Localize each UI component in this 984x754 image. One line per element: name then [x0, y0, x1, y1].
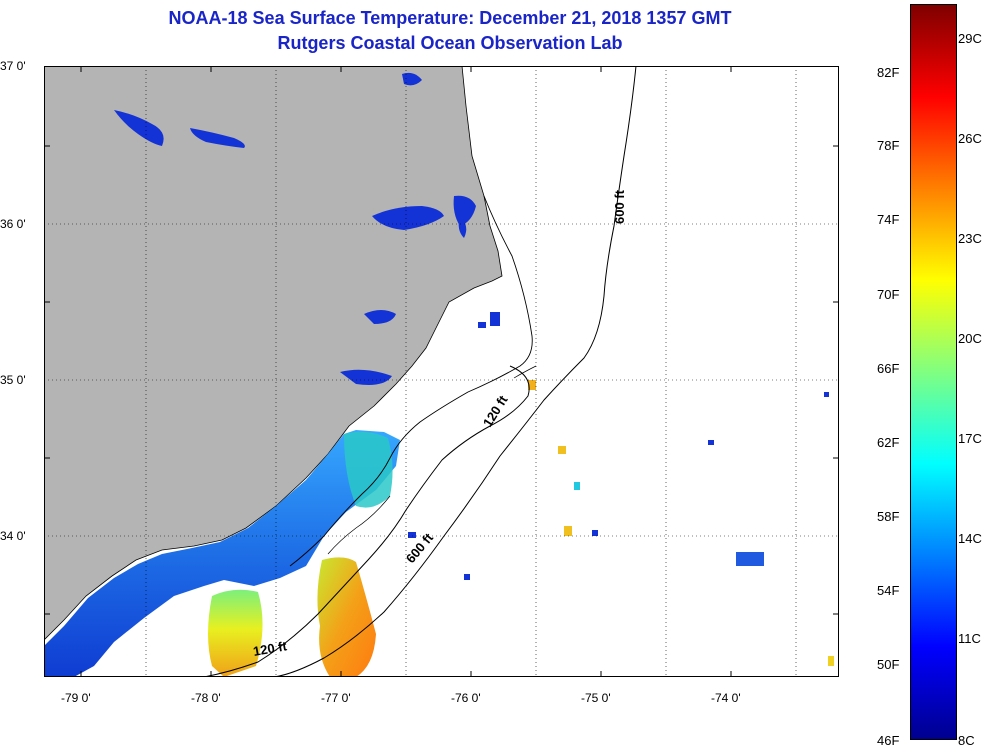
- barrier-islands-2: [327, 365, 537, 555]
- lat-label-36: 36 0': [0, 217, 26, 231]
- lon-label-79: -79 0': [61, 691, 91, 705]
- cb-c-26: 26C: [958, 131, 982, 146]
- map-frame: [44, 66, 839, 677]
- cb-c-17: 17C: [958, 431, 982, 446]
- cb-f-70: 70F: [877, 287, 900, 302]
- cb-c-20: 20C: [958, 331, 982, 346]
- cb-f-66: 66F: [877, 361, 900, 376]
- estuary-water: [114, 72, 476, 385]
- contour-label-600-south: 600 ft: [403, 530, 437, 566]
- cb-c-11: 11C: [958, 631, 981, 646]
- lon-label-76: -76 0': [451, 691, 481, 705]
- cb-c-23: 23C: [958, 231, 982, 246]
- lat-label-34: 34 0': [0, 529, 26, 543]
- lon-label-75: -75 0': [581, 691, 611, 705]
- temperature-colorbar: [910, 4, 957, 740]
- graticule: [44, 66, 839, 677]
- contour-600ft: [273, 66, 637, 677]
- lat-label-35: 35 0': [0, 373, 26, 387]
- cb-f-62: 62F: [877, 435, 900, 450]
- cb-f-50: 50F: [877, 657, 900, 672]
- sst-nearshore: [44, 430, 400, 677]
- contour-label-120-east: 120 ft: [480, 392, 511, 429]
- cb-c-14: 14C: [958, 531, 982, 546]
- lon-label-77: -77 0': [321, 691, 351, 705]
- frame-ticks: [44, 66, 839, 677]
- cb-c-29: 29C: [958, 31, 982, 46]
- land-mass: [44, 66, 503, 641]
- contour-label-120-south: 120 ft: [252, 638, 289, 659]
- map-title: NOAA-18 Sea Surface Temperature: Decembe…: [168, 8, 732, 28]
- cb-f-82: 82F: [877, 65, 900, 80]
- map-subtitle: Rutgers Coastal Ocean Observation Lab: [277, 33, 623, 53]
- sst-warm-patch: [208, 589, 263, 677]
- contour-label-600-north: 600 ft: [612, 189, 627, 224]
- sst-map: 600 ft 600 ft 120 ft 120 ft: [44, 66, 839, 677]
- sst-mid-patch: [344, 431, 393, 508]
- cb-f-78: 78F: [877, 138, 900, 153]
- cb-f-58: 58F: [877, 509, 900, 524]
- cb-f-74: 74F: [877, 212, 900, 227]
- lat-label-37: 37 0': [0, 59, 26, 73]
- cb-f-46: 46F: [877, 733, 900, 748]
- sst-gulfstream-patch: [317, 557, 376, 677]
- sst-map-canvas: 600 ft 600 ft 120 ft 120 ft: [44, 66, 839, 677]
- barrier-islands: [289, 195, 533, 567]
- cb-f-54: 54F: [877, 583, 900, 598]
- lon-label-74: -74 0': [711, 691, 741, 705]
- cb-c-8: 8C: [958, 733, 975, 748]
- lon-label-78: -78 0': [191, 691, 221, 705]
- sst-offshore-patches: [408, 312, 834, 666]
